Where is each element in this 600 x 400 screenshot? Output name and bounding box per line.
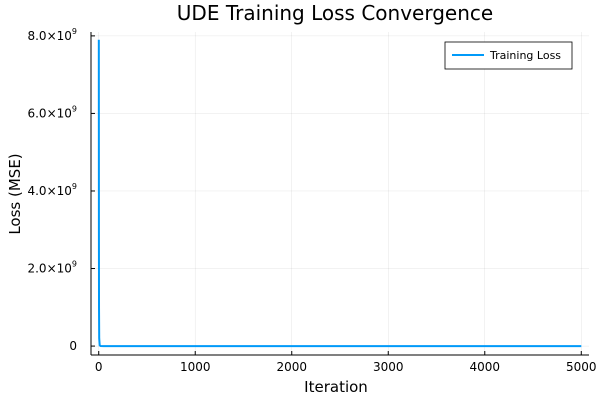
y-tick-labels: 0 2.0×109 4.0×109 6.0×109 8.0×109	[27, 27, 77, 353]
grid	[91, 32, 589, 355]
x-tick-label: 2000	[276, 360, 307, 374]
y-tick-label: 0	[69, 339, 77, 353]
x-tick-label: 4000	[469, 360, 500, 374]
y-tick-label: 4.0×109	[27, 182, 77, 198]
x-tick-label: 1000	[180, 360, 211, 374]
x-tick-label: 0	[95, 360, 103, 374]
x-tick-labels: 0 1000 2000 3000 4000 5000	[95, 360, 597, 374]
y-axis-label: Loss (MSE)	[6, 153, 24, 234]
x-tick-label: 3000	[373, 360, 404, 374]
legend: Training Loss	[444, 41, 573, 70]
chart-title: UDE Training Loss Convergence	[177, 1, 493, 25]
x-axis-label: Iteration	[304, 378, 368, 396]
tick-marks	[91, 35, 582, 355]
legend-label: Training Loss	[489, 49, 561, 62]
x-tick-label: 5000	[566, 360, 597, 374]
y-tick-label: 2.0×109	[27, 260, 77, 276]
series-layer	[97, 39, 582, 348]
y-tick-label: 6.0×109	[27, 104, 77, 120]
y-tick-label: 8.0×109	[27, 27, 77, 43]
series-line	[97, 39, 582, 348]
